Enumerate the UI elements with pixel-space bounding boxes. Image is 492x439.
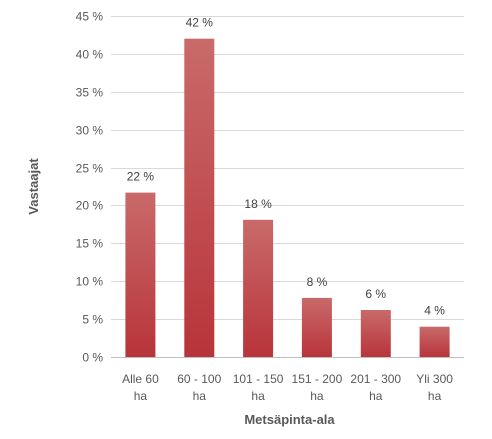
x-tick-label: ha [193, 389, 207, 403]
y-tick-label: 5 % [82, 313, 103, 327]
data-label: 18 % [244, 197, 272, 211]
bar [360, 310, 391, 357]
data-label: 6 % [365, 287, 386, 301]
x-tick-label: Alle 60 [122, 372, 159, 386]
x-tick-label: 151 - 200 [292, 372, 343, 386]
data-label: 4 % [424, 304, 445, 318]
x-axis-title: Metsäpinta-ala [244, 412, 335, 427]
data-labels: 22 % 42 % 18 % 8 % 6 % 4 % [127, 16, 446, 318]
data-label: 8 % [307, 275, 328, 289]
x-tick-label: Yli 300 [416, 372, 453, 386]
y-tick-label: 10 % [76, 275, 104, 289]
bar [184, 38, 215, 357]
bar [125, 192, 156, 357]
x-tick-label: ha [369, 389, 383, 403]
bars [125, 38, 450, 357]
y-tick-label: 45 % [76, 10, 104, 24]
x-tick-label: ha [428, 389, 442, 403]
gridlines [111, 16, 464, 358]
x-tick-label: ha [310, 389, 324, 403]
x-tick-label: ha [251, 389, 265, 403]
y-tick-label: 20 % [76, 199, 104, 213]
x-tick-label: 201 - 300 [350, 372, 401, 386]
y-tick-label: 35 % [76, 86, 104, 100]
y-tick-label: 15 % [76, 237, 104, 251]
bar [243, 219, 274, 357]
y-tick-label: 40 % [76, 48, 104, 62]
data-label: 42 % [186, 16, 214, 30]
bar [419, 326, 450, 357]
data-label: 22 % [127, 170, 155, 184]
x-axis: Alle 60 ha 60 - 100 ha 101 - 150 ha 151 - 200 h… [122, 372, 453, 403]
y-axis: 0 % 5 % 10 % 15 % 20 % 25 % 30 % 35 % 40 % 45 % [76, 10, 104, 365]
bar [301, 297, 332, 357]
y-tick-label: 30 % [76, 124, 104, 138]
y-axis-title: Vastaajat [26, 158, 41, 215]
x-tick-label: 101 - 150 [233, 372, 284, 386]
x-tick-label: 60 - 100 [177, 372, 221, 386]
y-tick-label: 25 % [76, 162, 104, 176]
y-tick-label: 0 % [82, 351, 103, 365]
x-tick-label: ha [134, 389, 148, 403]
